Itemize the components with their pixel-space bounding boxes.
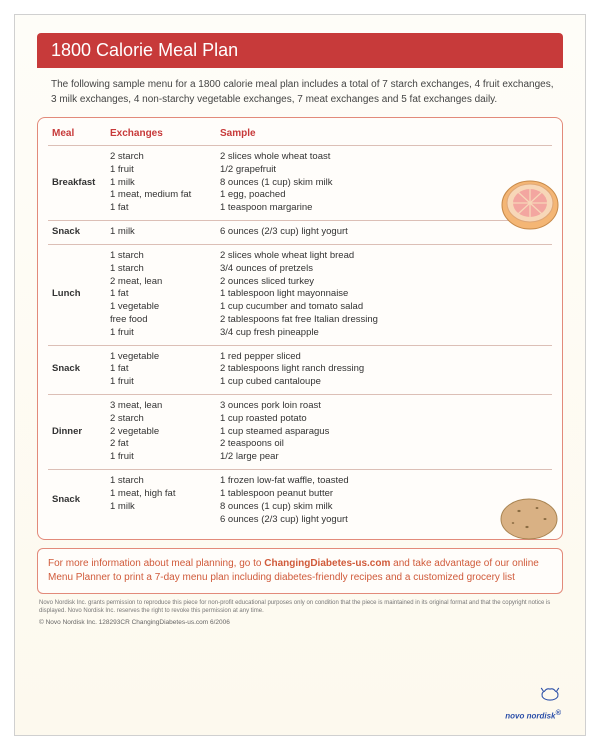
sample-cell: 2 slices whole wheat light bread3/4 ounc…	[216, 244, 552, 345]
bull-icon	[539, 685, 561, 703]
table-row: Breakfast2 starch1 fruit1 milk1 meat, me…	[48, 146, 552, 221]
sample-cell: 1 red pepper sliced2 tablespoons light r…	[216, 345, 552, 394]
potato-illustration	[497, 493, 561, 541]
exchanges-cell: 3 meat, lean2 starch2 vegetable2 fat1 fr…	[106, 395, 216, 470]
meal-name-cell: Dinner	[48, 395, 106, 470]
grapefruit-illustration	[499, 175, 561, 230]
meal-name-cell: Snack	[48, 221, 106, 245]
novo-nordisk-logo: novo nordisk®	[505, 685, 561, 721]
meal-name-cell: Lunch	[48, 244, 106, 345]
exchanges-cell: 1 milk	[106, 221, 216, 245]
meal-name-cell: Snack	[48, 470, 106, 532]
fine-print: Novo Nordisk Inc. grants permission to r…	[37, 600, 563, 616]
exchanges-cell: 2 starch1 fruit1 milk1 meat, medium fat1…	[106, 146, 216, 221]
sample-cell: 3 ounces pork loin roast1 cup roasted po…	[216, 395, 552, 470]
table-row: Dinner3 meat, lean2 starch2 vegetable2 f…	[48, 395, 552, 470]
page-title: 1800 Calorie Meal Plan	[37, 33, 563, 68]
document-page: 1800 Calorie Meal Plan The following sam…	[0, 0, 600, 750]
meal-plan-table: Meal Exchanges Sample Breakfast2 starch1…	[48, 124, 552, 531]
table-row: Snack1 milk6 ounces (2/3 cup) light yogu…	[48, 221, 552, 245]
intro-paragraph: The following sample menu for a 1800 cal…	[37, 78, 563, 117]
meal-plan-box: Meal Exchanges Sample Breakfast2 starch1…	[37, 117, 563, 540]
footer-cta-box: For more information about meal planning…	[37, 548, 563, 594]
logo-text: novo nordisk®	[505, 708, 561, 721]
footer-cta-link[interactable]: ChangingDiabetes-us.com	[264, 558, 390, 569]
col-exchanges: Exchanges	[106, 124, 216, 146]
exchanges-cell: 1 vegetable1 fat1 fruit	[106, 345, 216, 394]
meal-name-cell: Snack	[48, 345, 106, 394]
table-row: Snack1 starch1 meat, high fat1 milk1 fro…	[48, 470, 552, 532]
exchanges-cell: 1 starch1 meat, high fat1 milk	[106, 470, 216, 532]
footer-cta-pre: For more information about meal planning…	[48, 558, 264, 569]
copyright-line: © Novo Nordisk Inc. 128293CR ChangingDia…	[37, 619, 563, 627]
table-row: Lunch1 starch1 starch2 meat, lean1 fat1 …	[48, 244, 552, 345]
table-row: Snack1 vegetable1 fat1 fruit1 red pepper…	[48, 345, 552, 394]
col-meal: Meal	[48, 124, 106, 146]
page-frame: 1800 Calorie Meal Plan The following sam…	[14, 14, 586, 736]
meal-name-cell: Breakfast	[48, 146, 106, 221]
exchanges-cell: 1 starch1 starch2 meat, lean1 fat1 veget…	[106, 244, 216, 345]
col-sample: Sample	[216, 124, 552, 146]
